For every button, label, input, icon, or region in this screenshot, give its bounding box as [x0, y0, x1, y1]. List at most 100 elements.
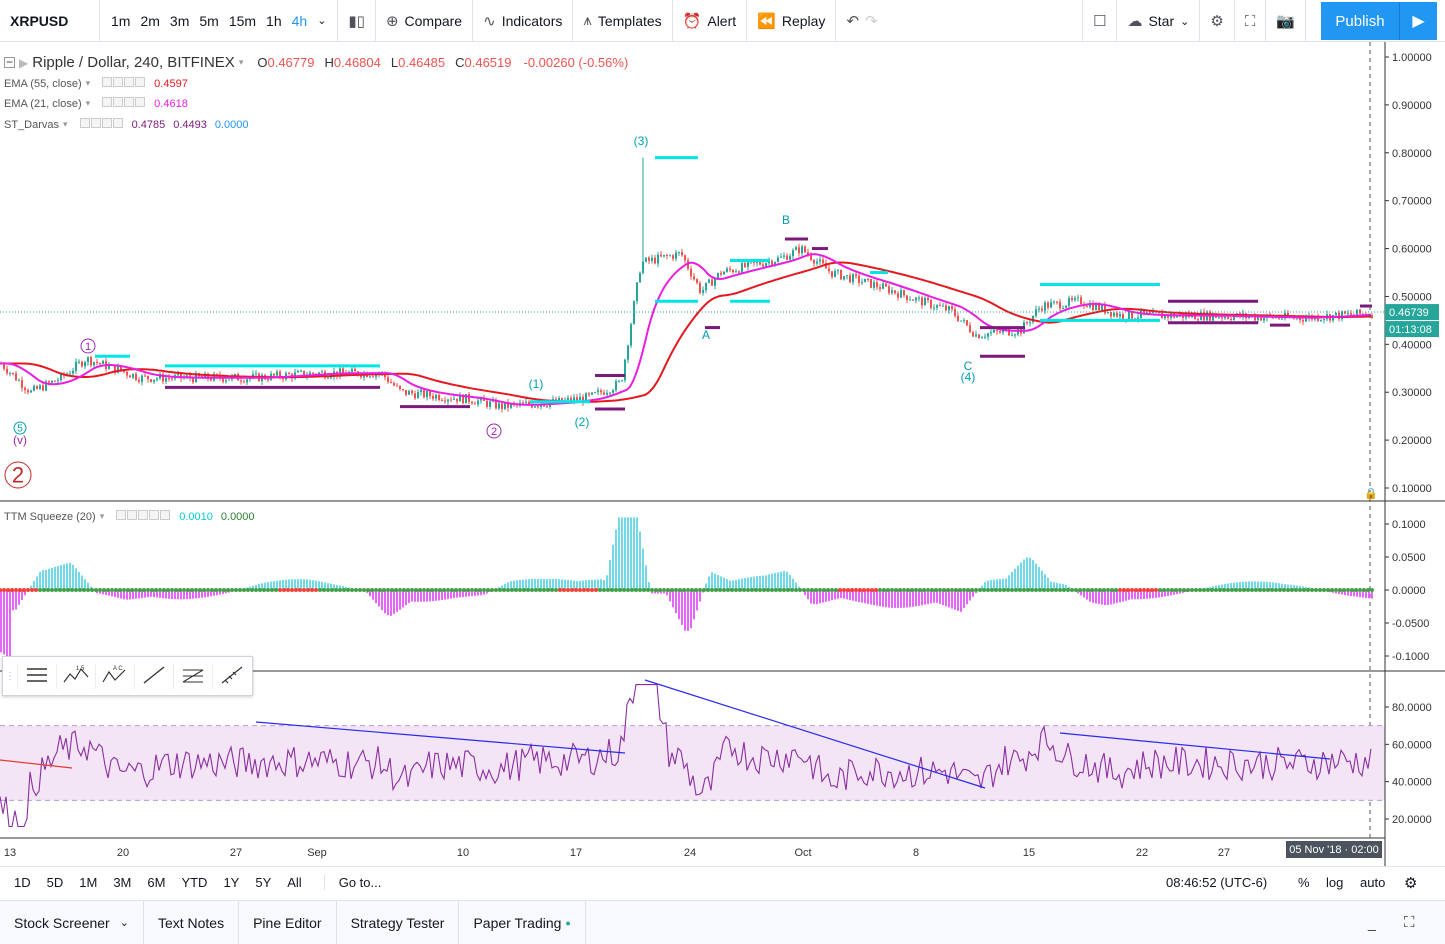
range-all[interactable]: All: [287, 875, 302, 890]
interval-dropdown-icon[interactable]: ⌄: [317, 15, 327, 27]
ttm-bar: [723, 577, 725, 590]
publish-play-icon[interactable]: ▶: [1399, 2, 1437, 40]
layout-button[interactable]: ☐: [1082, 0, 1118, 42]
range-5y[interactable]: 5Y: [255, 875, 272, 890]
goto-button[interactable]: Go to...: [323, 875, 390, 890]
range-3m[interactable]: 3M: [113, 875, 132, 890]
tab-paper-trading[interactable]: Paper Trading ●: [459, 900, 586, 944]
chevron-down-icon[interactable]: ▾: [238, 57, 244, 67]
templates-button[interactable]: ⩚ Templates: [573, 0, 673, 42]
price-axis[interactable]: 1.00000 0.90000 0.80000 0.70000 0.60000 0.500…: [4, 42, 1439, 866]
ttm-bar: [78, 571, 80, 590]
auto-toggle[interactable]: auto: [1360, 875, 1386, 890]
collapse-icon[interactable]: −: [4, 55, 15, 69]
ttm-bar: [330, 583, 332, 590]
interval-1m[interactable]: 1m: [111, 12, 131, 29]
range-1d[interactable]: 1D: [14, 875, 31, 890]
fib-tool-icon[interactable]: [173, 663, 212, 689]
percent-toggle[interactable]: %: [1298, 875, 1310, 890]
candle-body: [96, 362, 98, 364]
status-dot-icon: ●: [565, 917, 571, 928]
candle-body: [144, 375, 146, 377]
ttm-bar: [1164, 590, 1166, 597]
ttm-bar: [285, 579, 287, 590]
interval-15m[interactable]: 15m: [228, 12, 257, 29]
interval-5m[interactable]: 5m: [199, 12, 219, 29]
tab-stock-screener[interactable]: Stock Screener ⌄: [0, 900, 144, 944]
candle-body: [723, 271, 725, 275]
interval-4h[interactable]: 4h: [291, 12, 308, 29]
ttm-bar: [414, 590, 416, 602]
publish-button[interactable]: Publish: [1321, 2, 1399, 40]
chart-canvas[interactable]: 1 2 (3) (1) (2) (4) A B C 5(v) 2 1.00000 0.90000 0.8…: [0, 42, 1445, 866]
symbol-search[interactable]: XRPUSD: [0, 0, 100, 42]
ttm-bar: [906, 590, 908, 608]
gear-icon[interactable]: ⚙: [1404, 874, 1418, 892]
candle-body: [297, 371, 299, 373]
undo-icon[interactable]: ↶: [846, 12, 860, 30]
ttm-dot: [826, 588, 830, 592]
drag-handle[interactable]: ⋮: [5, 670, 15, 682]
range-1m[interactable]: 1M: [79, 875, 98, 890]
elliott-correction-tool-icon[interactable]: A C: [95, 663, 134, 689]
ttm-dot: [994, 588, 998, 592]
ttm-bar: [189, 590, 191, 599]
ttm-bar: [12, 590, 14, 611]
range-5d[interactable]: 5D: [46, 875, 64, 890]
interval-3m[interactable]: 3m: [169, 12, 190, 29]
ttm-dot: [46, 588, 50, 592]
ttm-bar: [294, 579, 296, 590]
trend-line-tool-icon[interactable]: [134, 663, 173, 689]
ttm-bar: [981, 585, 983, 590]
redo-icon[interactable]: ↷: [865, 12, 878, 30]
ttm-bar: [1350, 590, 1352, 597]
horizontal-lines-tool-icon[interactable]: [17, 663, 56, 689]
star-button[interactable]: ☁ Star ⌄: [1117, 0, 1201, 42]
candle-body: [414, 393, 416, 399]
candle-body: [429, 391, 431, 397]
alert-button[interactable]: ⏰ Alert: [673, 0, 748, 42]
maximize-icon[interactable]: ⛶: [1404, 914, 1415, 931]
interval-1h[interactable]: 1h: [266, 12, 282, 29]
compare-button[interactable]: ⊕ Compare: [376, 0, 474, 42]
candle-body: [1320, 319, 1322, 321]
log-toggle[interactable]: log: [1326, 875, 1344, 890]
range-6m[interactable]: 6M: [147, 875, 166, 890]
ttm-dot: [990, 588, 994, 592]
tab-strategy-tester[interactable]: Strategy Tester: [337, 900, 460, 944]
range-ytd[interactable]: YTD: [181, 875, 208, 890]
ttm-bar: [1131, 590, 1133, 600]
candle-body: [639, 273, 641, 283]
ttm-dot: [954, 588, 958, 592]
tab-text-notes[interactable]: Text Notes: [144, 900, 240, 944]
ttm-bar: [462, 590, 464, 598]
candle-body: [846, 275, 848, 277]
ttm-dot: [30, 588, 34, 592]
candle-body: [933, 307, 935, 309]
range-1y[interactable]: 1Y: [223, 875, 240, 890]
ttm-bar: [81, 575, 83, 590]
ttm-bar: [1269, 582, 1271, 590]
settings-button[interactable]: ⚙: [1200, 0, 1235, 42]
ttm-dot: [802, 588, 806, 592]
candle-body: [468, 394, 470, 402]
ttm-dot: [438, 588, 442, 592]
tab-pine-editor[interactable]: Pine Editor: [239, 900, 337, 944]
elliott-impulse-tool-icon[interactable]: 1 5: [56, 663, 95, 689]
ttm-bar: [1077, 590, 1079, 594]
ttm-bar: [741, 578, 743, 590]
indicators-button[interactable]: ∿ Indicators: [473, 0, 574, 42]
minimize-icon[interactable]: _: [1368, 914, 1376, 931]
candle-body: [690, 268, 692, 277]
ttm-bar: [1026, 557, 1028, 590]
clock-readout[interactable]: 08:46:52 (UTC-6): [1166, 875, 1268, 890]
replay-button[interactable]: ⏪ Replay: [747, 0, 837, 42]
fullscreen-button[interactable]: ⛶: [1235, 0, 1267, 42]
interval-2m[interactable]: 2m: [140, 12, 160, 29]
candle-body: [861, 282, 863, 284]
ttm-bar: [636, 517, 638, 590]
ruler-tool-icon[interactable]: [212, 663, 251, 689]
chart-style-button[interactable]: ▮▯: [338, 0, 376, 42]
snapshot-button[interactable]: 📷: [1266, 0, 1307, 42]
ttm-dot: [1358, 588, 1362, 592]
